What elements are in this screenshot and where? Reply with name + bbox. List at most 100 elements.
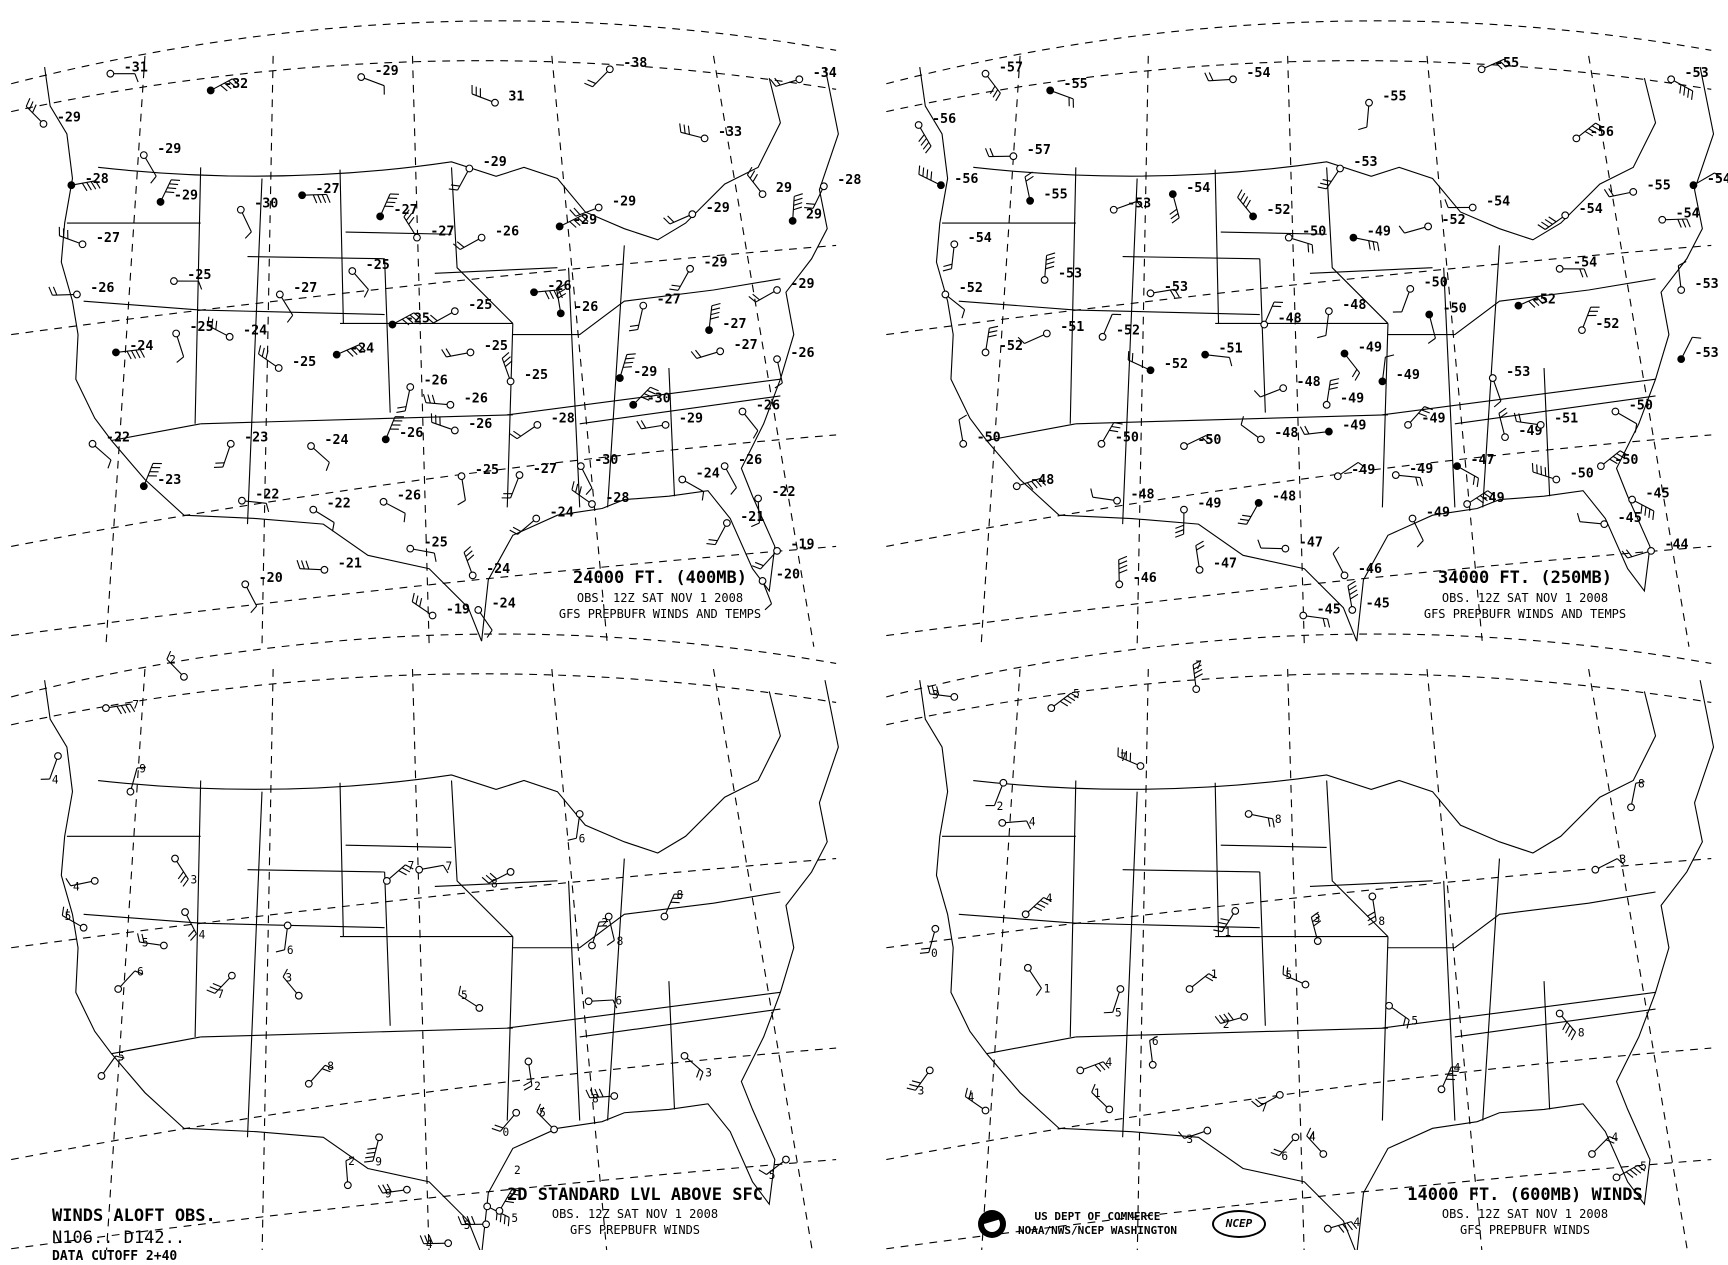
station-plot: -52 <box>1128 351 1188 373</box>
temperature-label: -26 <box>90 281 114 296</box>
station-plot: -53 <box>1147 280 1188 298</box>
station-plot: -27 <box>276 281 317 322</box>
station-circle <box>1041 277 1048 284</box>
panel-4-obs: OBS. 12Z SAT NOV 1 2008 <box>1385 1207 1665 1221</box>
station-circle <box>483 1221 490 1228</box>
temperature-label: -25 <box>524 368 548 383</box>
wind-speed-label: 9 <box>385 1188 392 1201</box>
station-plot: -51 <box>1018 320 1084 343</box>
temperature-label: -55 <box>1382 89 1406 104</box>
temperature-label: -24 <box>324 433 348 448</box>
wind-speed-label: 4 <box>1046 892 1053 905</box>
station-circle <box>1043 330 1050 337</box>
station-plot: 2 <box>344 1155 354 1188</box>
station-circle <box>1245 811 1252 818</box>
station-circle <box>1258 436 1265 443</box>
station-circle <box>774 356 781 363</box>
wind-barb <box>1254 390 1260 397</box>
station-circle <box>1405 422 1412 429</box>
state-line <box>1215 170 1218 324</box>
temperature-label: -49 <box>1481 491 1505 506</box>
wind-barb <box>397 407 406 408</box>
wind-barb <box>188 930 194 937</box>
wind-barb <box>700 1072 703 1080</box>
state-line <box>1260 872 1266 1026</box>
station-circle <box>1117 986 1124 993</box>
station-plot: -49 <box>1300 418 1366 435</box>
panel-2-title: 34000 FT. (250MB) <box>1400 568 1650 588</box>
station-circle <box>951 241 958 248</box>
station-plot: 3 <box>1592 853 1626 873</box>
wind-speed-label: 4 <box>1105 1056 1112 1069</box>
temperature-label: -24 <box>350 341 374 356</box>
wind-barb <box>423 394 425 403</box>
station-plot: -47 <box>1454 453 1495 487</box>
temperature-label: -46 <box>1358 562 1382 577</box>
state-line <box>452 781 513 937</box>
wind-speed-label: 6 <box>615 994 622 1007</box>
station-plot: -53 <box>1678 337 1719 362</box>
wind-barb <box>576 484 578 493</box>
wind-barb <box>1175 530 1183 533</box>
temperature-label: -52 <box>1441 213 1465 228</box>
wind-barb <box>1653 511 1654 520</box>
wind-barb <box>1119 556 1127 559</box>
station-circle <box>938 182 945 189</box>
station-circle <box>1202 351 1209 358</box>
wind-barb <box>599 1089 603 1097</box>
panel-3-basemap <box>11 634 838 1250</box>
station-plot: -25 <box>171 268 212 290</box>
wind-barb <box>607 940 614 945</box>
station-circle <box>103 705 110 712</box>
station-circle <box>1601 521 1608 528</box>
station-plot: -49 <box>1464 491 1505 508</box>
wind-barb <box>449 189 458 190</box>
wind-barb <box>1514 413 1516 422</box>
wind-barb <box>151 176 157 183</box>
station-circle <box>1147 290 1154 297</box>
wind-barb <box>1369 241 1371 250</box>
station-circle <box>1230 76 1237 83</box>
station-circle <box>40 121 47 128</box>
station-circle <box>89 440 96 447</box>
state-line <box>201 1028 513 1037</box>
temperature-label: -29 <box>157 142 181 157</box>
station-plot: -24 <box>510 505 574 534</box>
temperature-label: -50 <box>1302 224 1326 239</box>
wind-barb <box>467 555 474 561</box>
temperature-label: -27 <box>96 231 120 246</box>
graticule-line <box>412 669 429 1250</box>
wind-speed-label: 4 <box>52 774 59 787</box>
station-circle <box>1515 302 1522 309</box>
wind-barb <box>510 434 517 439</box>
station-plot: -26 <box>721 453 762 495</box>
state-line <box>1123 792 1137 1138</box>
temperature-label: -54 <box>1486 194 1510 209</box>
station-circle <box>1106 1106 1113 1113</box>
station-circle <box>445 1240 452 1247</box>
station-plot: -49 <box>1175 496 1221 537</box>
station-plot: 3 <box>681 1053 712 1081</box>
temperature-label: -19 <box>790 538 814 553</box>
station-circle <box>951 694 958 701</box>
station-plot: -29 <box>140 142 181 183</box>
panel-1-obs: OBS. 12Z SAT NOV 1 2008 <box>520 591 800 605</box>
wind-speed-label: 5 <box>1411 1014 1418 1027</box>
station-plot: 8 <box>482 869 514 891</box>
station-plot: -28 <box>804 173 861 208</box>
temperature-label: -24 <box>492 597 516 612</box>
station-circle <box>1334 473 1341 480</box>
state-line <box>1123 870 1260 872</box>
wind-barb <box>513 527 521 531</box>
station-plot: 5 <box>1048 688 1080 712</box>
state-line <box>84 301 201 310</box>
station-circle <box>1386 1002 1393 1009</box>
station-circle <box>942 291 949 298</box>
temperature-label: -26 <box>424 374 448 389</box>
graticule-line <box>1589 56 1689 647</box>
state-line <box>569 881 580 1121</box>
wind-barb <box>1242 515 1251 516</box>
wind-barb <box>996 93 1001 101</box>
station-plot: -52 <box>982 326 1023 355</box>
temperature-label: -45 <box>1646 486 1670 501</box>
